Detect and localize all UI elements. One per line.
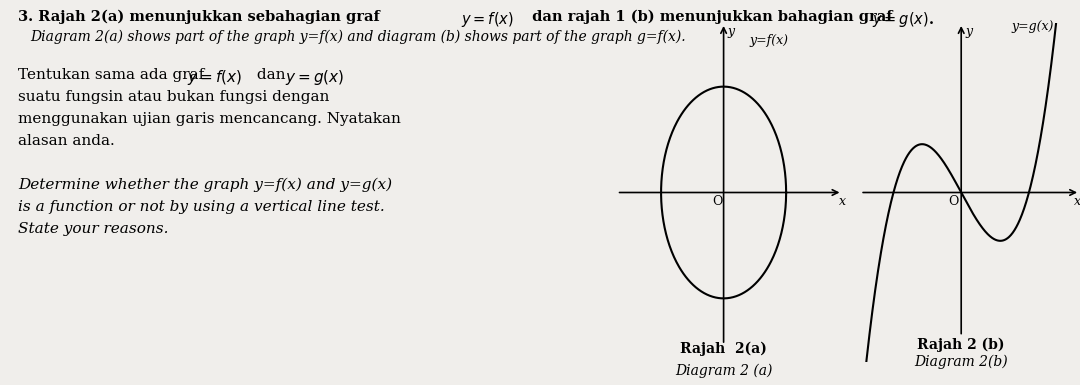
Text: Diagram 2 (a): Diagram 2 (a)	[675, 363, 772, 378]
Text: Diagram 2(b): Diagram 2(b)	[915, 355, 1008, 369]
Text: y: y	[727, 25, 734, 38]
Text: $y = f(x)$: $y = f(x)$	[187, 68, 242, 87]
Text: Tentukan sama ada graf: Tentukan sama ada graf	[18, 68, 210, 82]
Text: x: x	[839, 195, 847, 208]
Text: y: y	[966, 25, 972, 38]
Text: Determine whether the graph y=f(x) and y=g(x): Determine whether the graph y=f(x) and y…	[18, 178, 392, 192]
Text: O: O	[948, 195, 959, 208]
Text: $y = g(x)$.: $y = g(x)$.	[872, 10, 934, 29]
Text: x: x	[1074, 195, 1080, 208]
Text: alasan anda.: alasan anda.	[18, 134, 114, 148]
Text: $y = g(x)$: $y = g(x)$	[285, 68, 345, 87]
Text: $y = f(x)$: $y = f(x)$	[461, 10, 514, 29]
Text: menggunakan ujian garis mencancang. Nyatakan: menggunakan ujian garis mencancang. Nyat…	[18, 112, 401, 126]
Text: State your reasons.: State your reasons.	[18, 222, 168, 236]
Text: Rajah 2 (b): Rajah 2 (b)	[917, 338, 1005, 352]
Text: O: O	[713, 195, 723, 208]
Text: is a function or not by using a vertical line test.: is a function or not by using a vertical…	[18, 200, 384, 214]
Text: suatu fungsin atau bukan fungsi dengan: suatu fungsin atau bukan fungsi dengan	[18, 90, 329, 104]
Text: 3. Rajah 2(a) menunjukkan sebahagian graf: 3. Rajah 2(a) menunjukkan sebahagian gra…	[18, 10, 384, 24]
Text: y=g(x): y=g(x)	[1012, 20, 1054, 33]
Text: Diagram 2(a) shows part of the graph y=f(x) and diagram (b) shows part of the gr: Diagram 2(a) shows part of the graph y=f…	[30, 30, 686, 44]
Text: y=f(x): y=f(x)	[750, 34, 788, 47]
Text: dan: dan	[252, 68, 291, 82]
Text: Rajah  2(a): Rajah 2(a)	[680, 342, 767, 357]
Text: dan rajah 1 (b) menunjukkan bahagian graf: dan rajah 1 (b) menunjukkan bahagian gra…	[527, 10, 897, 24]
